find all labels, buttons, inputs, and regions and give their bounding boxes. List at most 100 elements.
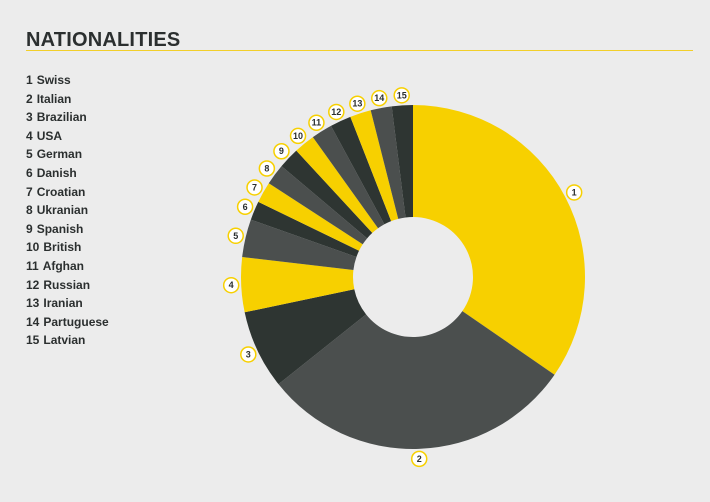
slice-callout-12: 12 xyxy=(328,103,345,121)
callout-number: 13 xyxy=(352,99,362,109)
legend-label: German xyxy=(36,147,83,162)
legend-label: Swiss xyxy=(36,73,71,87)
callout-number: 5 xyxy=(233,231,238,241)
slice-callout-11: 11 xyxy=(308,114,325,131)
callout-circle xyxy=(246,179,263,196)
legend-number: 2 xyxy=(26,91,33,106)
callout-number: 9 xyxy=(279,146,284,156)
legend-item-danish: 6 Danish xyxy=(26,164,109,183)
legend: 1 Swiss 2 Italian 3 Brazilian 4 USA 5 German 6 Dani… xyxy=(26,71,109,350)
legend-item-croatian: 7 Croatian xyxy=(26,183,109,202)
legend-number: 6 xyxy=(26,165,33,180)
legend-number: 13 xyxy=(26,296,40,311)
legend-label: Russian xyxy=(43,277,91,292)
legend-item-afghan: 11 Afghan xyxy=(26,257,109,276)
slice-callout-3: 3 xyxy=(240,346,257,363)
legend-item-swiss: 1 Swiss xyxy=(26,71,109,90)
legend-label: Spanish xyxy=(36,221,84,236)
legend-label: Iranian xyxy=(43,296,83,311)
legend-number: 4 xyxy=(26,128,33,143)
callout-circle xyxy=(410,450,428,468)
callout-circle xyxy=(236,198,254,216)
callout-number: 3 xyxy=(246,349,251,359)
slice-british xyxy=(296,137,379,233)
slice-callout-8: 8 xyxy=(258,160,276,177)
callout-circle xyxy=(393,87,410,104)
callout-number: 15 xyxy=(397,90,407,100)
slice-callout-5: 5 xyxy=(227,227,244,245)
title-divider xyxy=(26,50,693,51)
slice-german xyxy=(242,219,357,271)
callout-number: 2 xyxy=(417,454,422,464)
legend-label: British xyxy=(43,240,82,255)
legend-label: Brazilian xyxy=(36,110,87,125)
legend-number: 9 xyxy=(26,221,33,236)
legend-number: 15 xyxy=(26,333,40,348)
legend-number: 14 xyxy=(26,314,40,329)
legend-item-brazilian: 3 Brazilian xyxy=(26,108,109,127)
slice-callout-2: 2 xyxy=(410,450,428,468)
callout-number: 12 xyxy=(331,107,341,117)
slice-callout-15: 15 xyxy=(393,87,410,104)
slice-russian xyxy=(330,116,392,225)
callout-number: 4 xyxy=(229,280,234,290)
legend-label: Ukranian xyxy=(36,203,89,218)
callout-number: 14 xyxy=(374,93,384,103)
slice-callout-10: 10 xyxy=(289,127,307,145)
legend-number: 3 xyxy=(26,110,33,125)
callout-circle xyxy=(222,276,240,294)
slice-usa xyxy=(241,257,355,313)
callout-number: 11 xyxy=(312,118,322,128)
legend-number: 10 xyxy=(26,240,40,255)
slice-ukranian xyxy=(268,166,368,245)
legend-item-partuguese: 14 Partuguese xyxy=(26,313,109,332)
callout-circle xyxy=(258,160,276,177)
callout-number: 10 xyxy=(293,131,303,141)
callout-circle xyxy=(328,103,345,121)
legend-number: 11 xyxy=(26,258,39,273)
legend-number: 1 xyxy=(26,73,33,87)
callout-circle xyxy=(240,346,257,363)
callout-number: 7 xyxy=(252,182,257,192)
slice-callout-7: 7 xyxy=(246,179,263,196)
callout-circle xyxy=(289,127,307,145)
slice-afghan xyxy=(312,125,385,229)
slice-partuguese xyxy=(370,106,406,219)
legend-item-british: 10 British xyxy=(26,238,109,257)
slice-callout-9: 9 xyxy=(273,142,290,160)
legend-item-ukranian: 8 Ukranian xyxy=(26,201,109,220)
legend-item-latvian: 15 Latvian xyxy=(26,331,109,350)
legend-item-russian: 12 Russian xyxy=(26,276,109,295)
callout-circle xyxy=(565,184,583,201)
legend-label: Danish xyxy=(36,165,77,180)
callout-circle xyxy=(349,95,366,112)
legend-label: USA xyxy=(36,128,63,143)
slice-callout-6: 6 xyxy=(236,198,254,216)
legend-label: Afghan xyxy=(42,258,85,273)
legend-item-iranian: 13 Iranian xyxy=(26,294,109,313)
legend-number: 8 xyxy=(26,203,33,218)
slice-spanish xyxy=(281,150,373,239)
legend-number: 12 xyxy=(26,277,40,292)
slice-callout-4: 4 xyxy=(222,276,240,294)
callout-number: 6 xyxy=(243,202,248,212)
callout-circle xyxy=(273,142,290,160)
legend-label: Italian xyxy=(36,91,72,106)
slice-croatian xyxy=(258,183,363,251)
callout-circle xyxy=(371,89,388,107)
legend-number: 5 xyxy=(26,147,33,162)
slice-danish xyxy=(250,201,360,257)
slice-brazilian xyxy=(244,289,367,385)
callout-number: 8 xyxy=(264,164,269,174)
legend-number: 7 xyxy=(26,184,33,199)
slice-iranian xyxy=(350,110,399,222)
legend-item-italian: 2 Italian xyxy=(26,90,109,109)
legend-item-german: 5 German xyxy=(26,145,109,164)
slice-latvian xyxy=(391,105,413,218)
slice-swiss xyxy=(413,105,585,375)
callout-circle xyxy=(308,114,325,131)
legend-label: Croatian xyxy=(36,184,86,199)
callout-circle xyxy=(227,227,244,245)
callout-number: 1 xyxy=(572,187,577,197)
